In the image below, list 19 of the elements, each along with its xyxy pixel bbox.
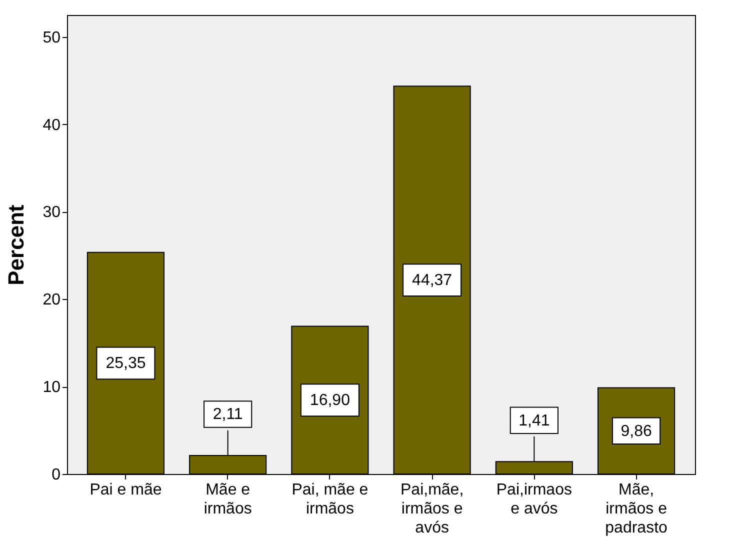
y-tick-label: 0	[52, 466, 61, 484]
data-label: 1,41	[518, 412, 550, 430]
y-tick-label: 20	[42, 292, 61, 309]
x-tick-label: Pai,mãe, irmãos e avós	[400, 482, 464, 536]
y-tick-label: 40	[42, 116, 61, 134]
x-tick-label: Pai e mãe	[90, 482, 162, 498]
data-label: 16,90	[310, 392, 350, 410]
x-tick-label: Mãe, irmãos e padrasto	[605, 482, 668, 536]
data-label: 9,86	[620, 422, 652, 440]
data-label: 25,35	[106, 355, 146, 372]
y-tick-label: 30	[42, 204, 61, 222]
y-tick-label: 10	[42, 379, 61, 396]
data-label: 44,37	[412, 272, 452, 290]
x-tick-label: Mãe e irmãos	[204, 482, 252, 518]
y-tick-label: 50	[42, 29, 61, 46]
y-axis-title: Percent	[4, 204, 29, 286]
x-tick-label: Pai,irmaos e avós	[496, 482, 572, 518]
data-label: 2,11	[212, 406, 243, 424]
x-tick-label: Pai, mãe e irmãos	[292, 482, 368, 518]
